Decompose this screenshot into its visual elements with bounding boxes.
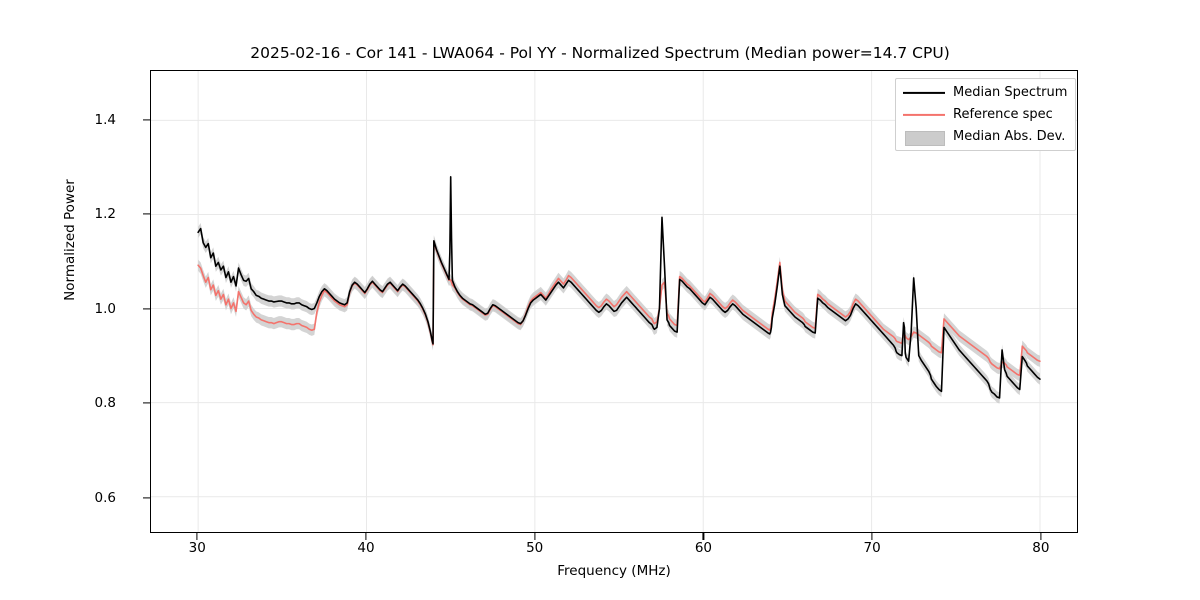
x-tick-mark: [1040, 533, 1042, 540]
x-tick-mark: [871, 533, 873, 540]
legend-item: Median Abs. Dev.: [903, 128, 1067, 146]
x-tick-mark: [702, 533, 705, 540]
legend: Median Spectrum Reference spec Median Abs.…: [895, 78, 1077, 151]
x-tick-label: 40: [357, 540, 375, 556]
legend-swatch: [903, 91, 945, 94]
y-tick-label: 1.2: [94, 206, 116, 223]
legend-item: Median Spectrum: [903, 84, 1067, 101]
x-tick-mark: [365, 533, 367, 540]
x-tick-label: 80: [1032, 540, 1050, 556]
legend-swatch: [905, 130, 945, 146]
legend-patch-icon: [903, 130, 945, 146]
legend-line-icon: [903, 86, 945, 100]
y-axis-label: Normalized Power: [62, 179, 78, 301]
y-tick-label: 0.8: [94, 395, 116, 412]
y-tick-mark: [143, 213, 150, 215]
x-axis-label: Frequency (MHz): [557, 563, 671, 579]
x-tick-label: 30: [188, 540, 206, 556]
spectrum-series: [197, 176, 1041, 399]
y-tick-mark: [143, 119, 150, 121]
legend-line-icon: [903, 108, 945, 122]
legend-label: Median Abs. Dev.: [953, 129, 1066, 144]
x-tick-label: 70: [863, 540, 881, 556]
y-tick-mark: [143, 307, 150, 310]
legend-item: Reference spec: [903, 106, 1067, 123]
y-tick-mark: [143, 402, 150, 404]
y-tick-label: 1.0: [94, 300, 116, 317]
x-tick-mark: [196, 533, 198, 540]
legend-swatch: [903, 113, 945, 116]
median-abs-dev-band: [198, 171, 1040, 404]
legend-label: Median Spectrum: [953, 85, 1068, 100]
y-tick-label: 0.6: [94, 489, 116, 506]
x-tick-label: 50: [526, 540, 544, 556]
spectrum-plot-svg: [151, 71, 1077, 532]
x-tick-mark: [534, 533, 536, 540]
x-tick-label: 60: [694, 540, 713, 556]
chart-title: 2025-02-16 - Cor 141 - LWA064 - Pol YY -…: [250, 44, 950, 62]
y-tick-label: 1.4: [94, 111, 116, 128]
legend-label: Reference spec: [953, 107, 1053, 122]
y-tick-mark: [143, 496, 150, 499]
